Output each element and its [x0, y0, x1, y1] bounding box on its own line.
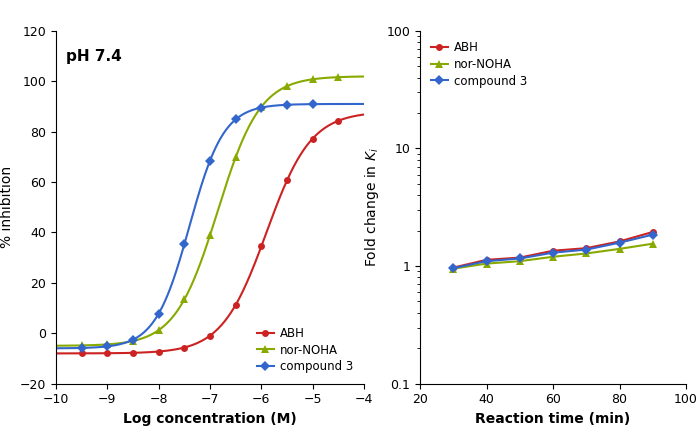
Text: pH 7.4: pH 7.4 [66, 49, 122, 64]
Legend: ABH, nor-NOHA, compound 3: ABH, nor-NOHA, compound 3 [252, 322, 358, 378]
X-axis label: Reaction time (min): Reaction time (min) [475, 412, 631, 426]
Y-axis label: Fold change in $K_i$: Fold change in $K_i$ [363, 147, 381, 267]
X-axis label: Log concentration (M): Log concentration (M) [123, 412, 297, 426]
Y-axis label: % inhibition: % inhibition [0, 166, 14, 248]
Legend: ABH, nor-NOHA, compound 3: ABH, nor-NOHA, compound 3 [426, 37, 532, 92]
